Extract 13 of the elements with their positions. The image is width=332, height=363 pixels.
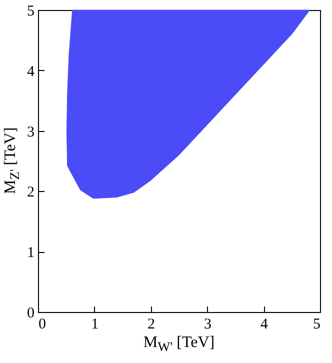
y-tick-label: 4: [27, 64, 35, 80]
y-tick-label: 2: [27, 184, 34, 201]
x-tick-label: 5: [313, 316, 320, 332]
y-tick-label: 0: [27, 306, 34, 322]
x-axis-title: M$_{W'}$ [TeV]: [142, 334, 216, 356]
x-tick-label: 3: [204, 316, 212, 332]
y-tick-label: 3: [27, 124, 34, 140]
y-tick-label: 5: [27, 4, 34, 20]
y-tick-label: 1: [27, 245, 34, 262]
x-tick-label: 1: [91, 316, 99, 332]
x-tick-label: 2: [148, 316, 156, 332]
x-tick-label: 0: [38, 316, 46, 332]
x-tick-label: 4: [260, 316, 268, 332]
